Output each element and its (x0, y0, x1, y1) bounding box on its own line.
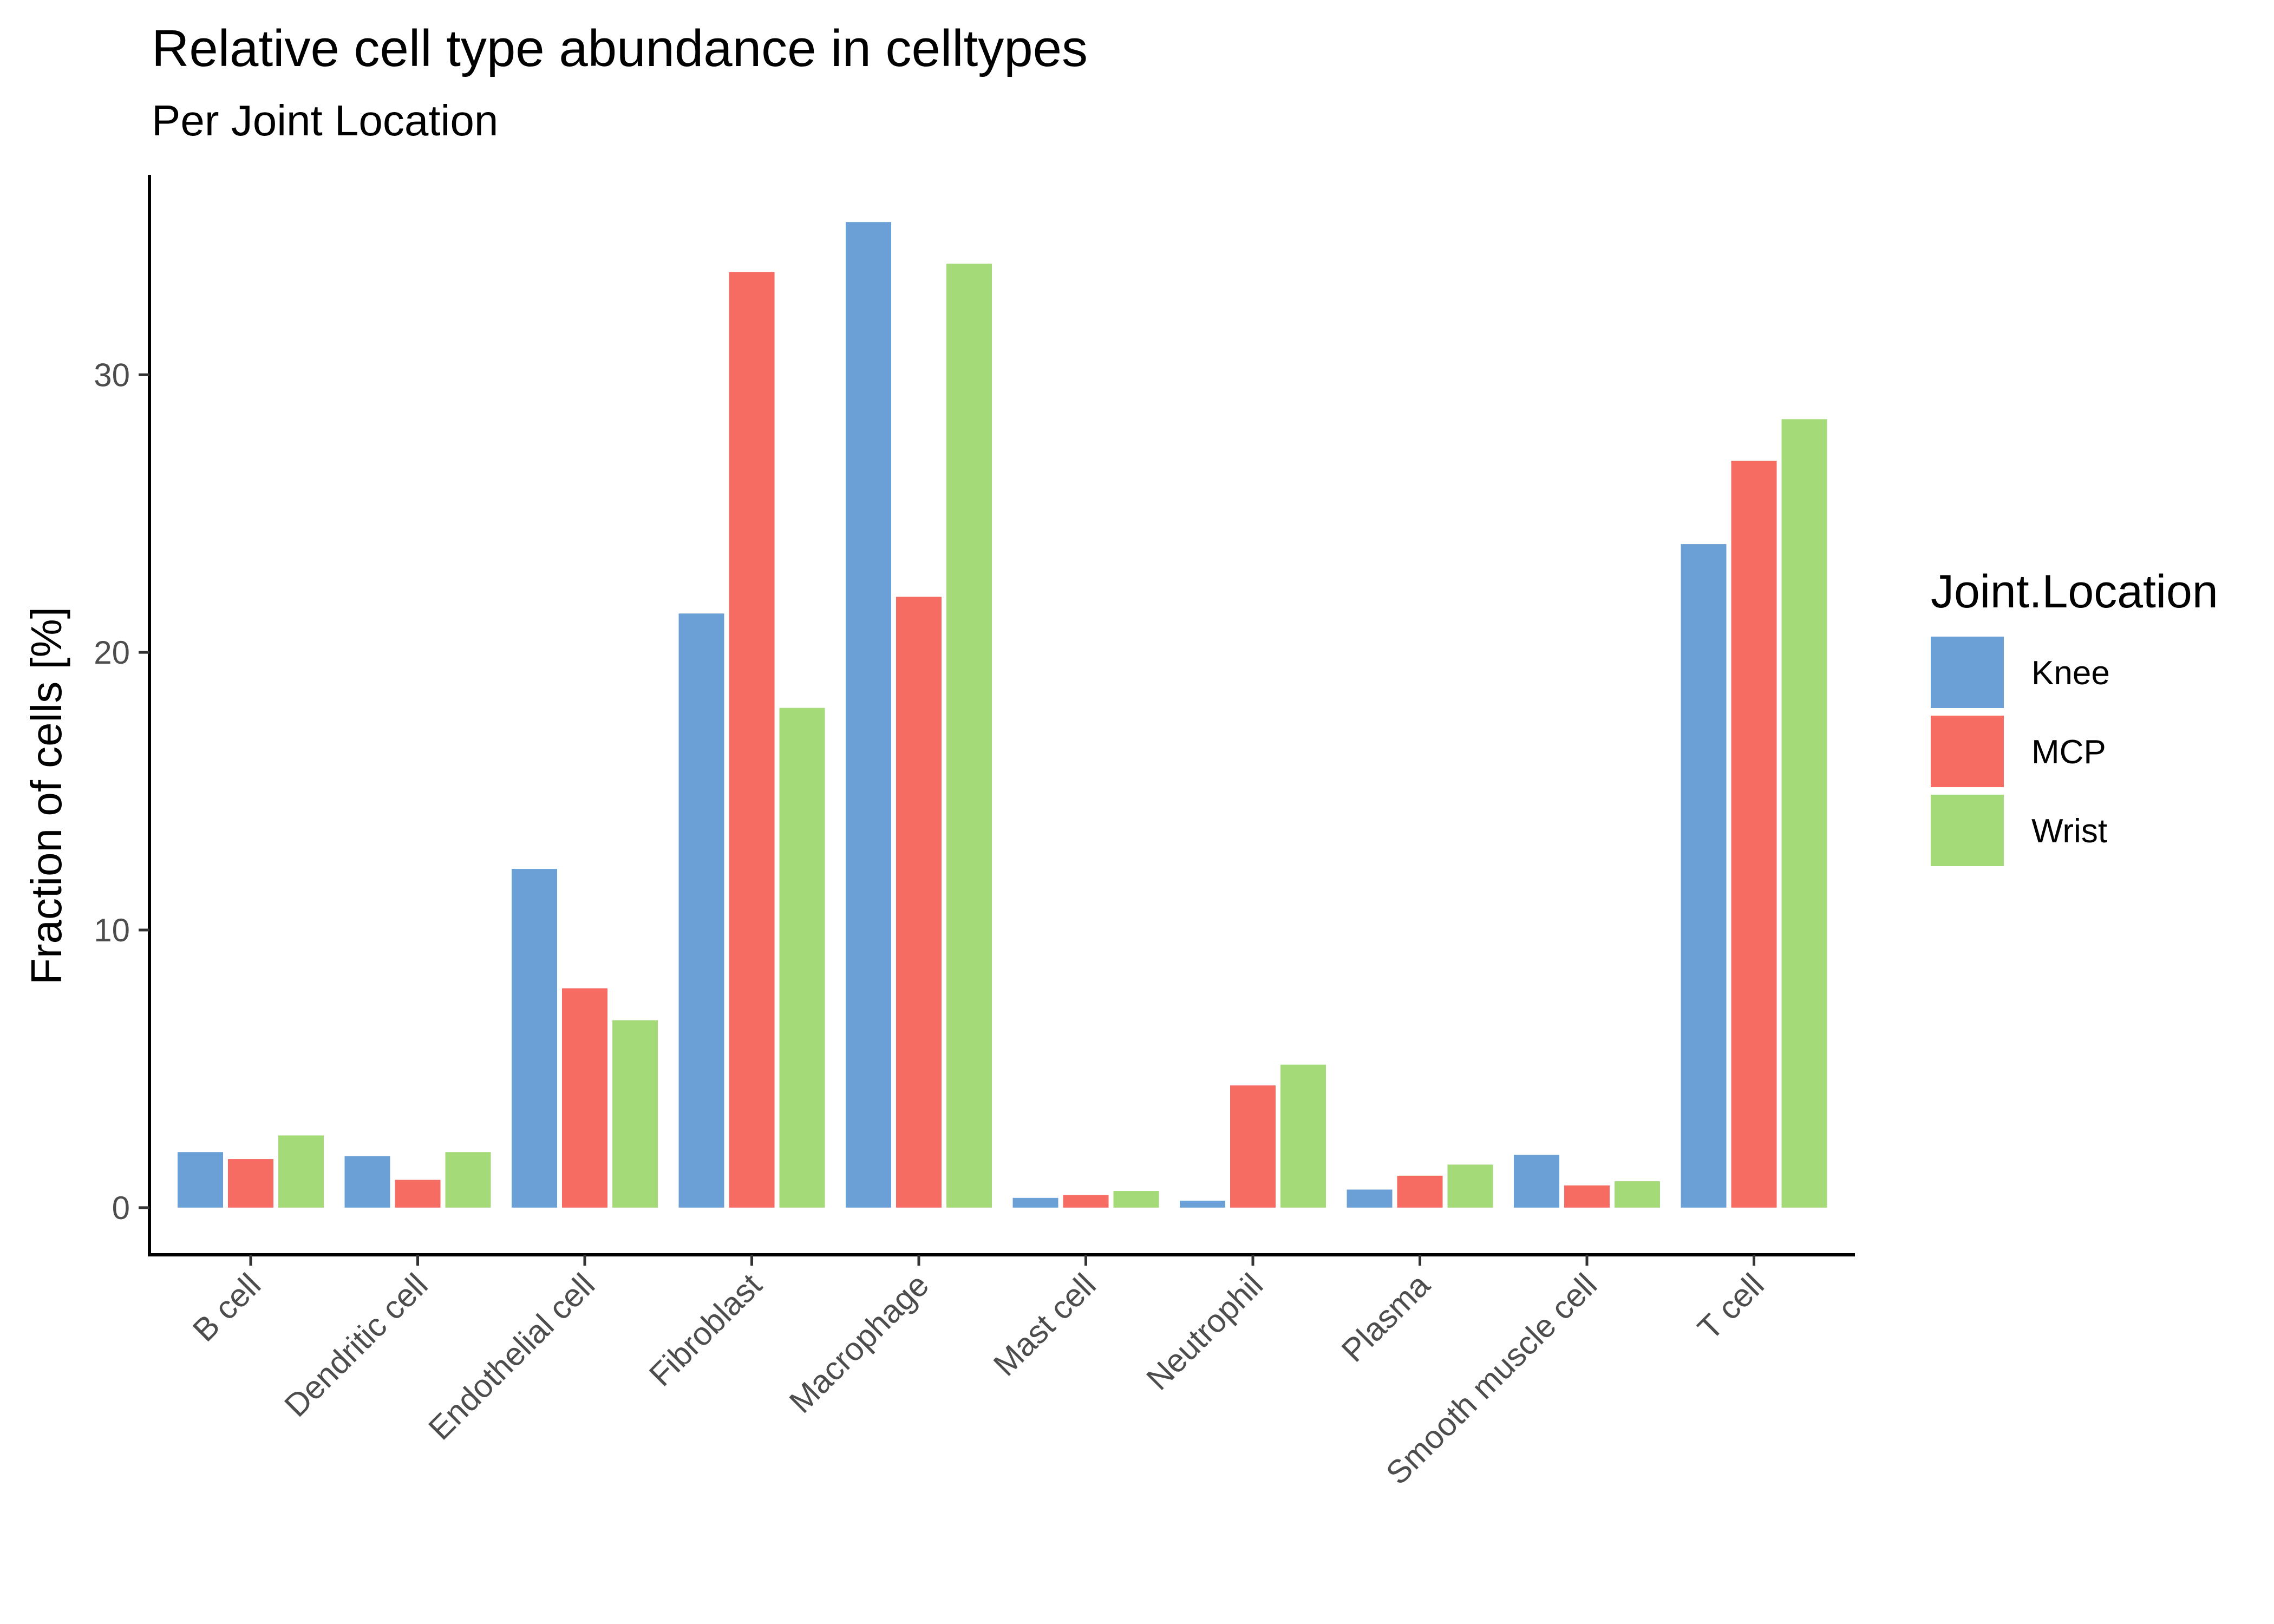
legend: Knee MCP Wrist (1931, 637, 2110, 866)
x-tick-label-macrophage: Macrophage (782, 1267, 936, 1420)
bar-t-cell-wrist (1781, 419, 1827, 1208)
bar-smooth-muscle-cell-mcp (1564, 1185, 1610, 1208)
legend-key-mcp (1931, 716, 2004, 787)
bar-plasma-knee (1347, 1189, 1393, 1208)
bar-fibroblast-knee (678, 613, 724, 1208)
bar-plasma-mcp (1397, 1175, 1443, 1208)
bar-plasma-wrist (1447, 1164, 1493, 1208)
bar-dendritic-cell-mcp (395, 1180, 441, 1208)
bar-fibroblast-wrist (779, 708, 825, 1208)
y-tick-label-10: 10 (94, 912, 130, 948)
y-tick-label-0: 0 (112, 1190, 130, 1226)
y-tick-label-30: 30 (94, 357, 130, 393)
x-tick-label-dendritic-cell: Dendritic cell (277, 1267, 434, 1424)
bar-macrophage-knee (846, 222, 891, 1208)
x-tick-label-b-cell: B cell (186, 1267, 267, 1348)
bar-endothelial-cell-knee (512, 869, 557, 1208)
bar-endothelial-cell-mcp (562, 988, 607, 1208)
legend-label-knee: Knee (2031, 654, 2110, 692)
y-axis-title: Fraction of cells [%] (22, 607, 70, 985)
bar-smooth-muscle-cell-knee (1514, 1155, 1559, 1208)
x-tick-label-endothelial-cell: Endothelial cell (421, 1267, 602, 1447)
x-tick-label-neutrophil: Neutrophil (1139, 1267, 1270, 1397)
bar-b-cell-mcp (228, 1159, 273, 1208)
bar-neutrophil-mcp (1230, 1085, 1276, 1208)
legend-key-knee (1931, 637, 2004, 708)
y-tick-label-20: 20 (94, 634, 130, 671)
bars-group (178, 222, 1827, 1208)
bar-neutrophil-knee (1180, 1200, 1225, 1208)
bar-fibroblast-mcp (729, 272, 775, 1208)
bar-smooth-muscle-cell-wrist (1615, 1181, 1660, 1208)
x-tick-label-mast-cell: Mast cell (986, 1267, 1103, 1383)
chart-subtitle: Per Joint Location (152, 96, 498, 145)
legend-key-wrist (1931, 795, 2004, 866)
bar-mast-cell-knee (1012, 1197, 1058, 1208)
legend-label-wrist: Wrist (2031, 813, 2107, 850)
bar-b-cell-knee (178, 1152, 223, 1208)
bar-macrophage-wrist (946, 264, 992, 1208)
legend-label-mcp: MCP (2031, 734, 2106, 771)
x-tick-label-plasma: Plasma (1335, 1266, 1437, 1368)
bar-macrophage-mcp (896, 597, 942, 1208)
bar-t-cell-mcp (1731, 461, 1777, 1208)
bar-endothelial-cell-wrist (612, 1020, 658, 1208)
bar-dendritic-cell-wrist (445, 1152, 491, 1208)
bar-t-cell-knee (1681, 544, 1727, 1208)
x-tick-label-t-cell: T cell (1691, 1267, 1771, 1347)
x-tick-label-fibroblast: Fibroblast (642, 1267, 769, 1393)
bar-mast-cell-mcp (1063, 1195, 1109, 1208)
chart-title: Relative cell type abundance in celltype… (152, 19, 1088, 77)
bar-mast-cell-wrist (1113, 1191, 1159, 1208)
y-axis-ticks: 0 10 20 30 (94, 357, 149, 1226)
legend-title: Joint.Location (1931, 566, 2218, 618)
bar-neutrophil-wrist (1280, 1064, 1326, 1208)
bar-b-cell-wrist (278, 1135, 324, 1208)
bar-dendritic-cell-knee (344, 1156, 390, 1208)
